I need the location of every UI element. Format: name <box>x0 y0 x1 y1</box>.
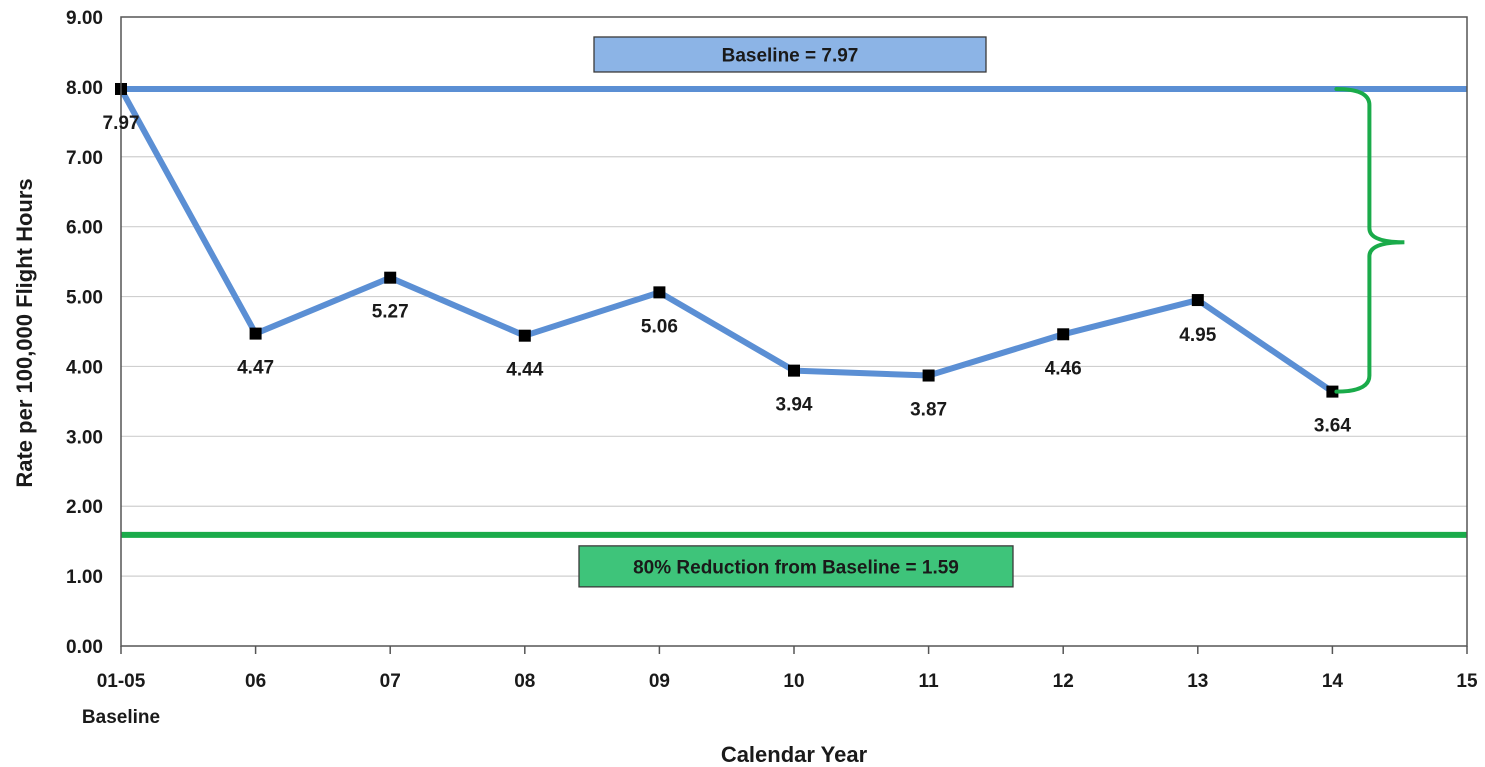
x-tick-label: 10 <box>783 671 804 692</box>
data-point <box>384 271 397 284</box>
y-tick-label: 0.00 <box>66 637 103 658</box>
y-tick-label: 1.00 <box>66 567 103 588</box>
data-label: 5.06 <box>641 316 678 337</box>
x-tick-label: 08 <box>514 671 535 692</box>
data-label: 3.64 <box>1314 416 1351 437</box>
y-axis-title: Rate per 100,000 Flight Hours <box>12 178 37 487</box>
reference-label: Baseline = 7.97 <box>722 45 859 66</box>
x-tick-label: 01-05 <box>97 671 146 692</box>
x-tick-label: 13 <box>1187 671 1208 692</box>
data-label: 4.47 <box>237 358 274 379</box>
x-tick-label: 12 <box>1053 671 1074 692</box>
data-point <box>1057 328 1070 341</box>
series-line <box>118 87 1335 395</box>
y-tick-label: 6.00 <box>66 218 103 239</box>
reference-label: 80% Reduction from Baseline = 1.59 <box>633 557 959 578</box>
data-point <box>1326 385 1339 398</box>
data-label: 7.97 <box>103 113 140 134</box>
x-tick-label: 14 <box>1322 671 1344 692</box>
y-tick-label: 4.00 <box>66 357 103 378</box>
reduction-brace <box>1334 86 1405 394</box>
data-point <box>1191 294 1204 307</box>
data-label: 5.27 <box>372 302 409 323</box>
data-labels: 7.97 4.47 5.27 4.44 5.06 3.94 3.87 4.46 4.95 3.64 <box>103 113 1352 437</box>
y-tick-label: 9.00 <box>66 8 103 29</box>
data-label: 4.44 <box>506 360 543 381</box>
data-point <box>788 364 800 377</box>
y-tick-label: 7.00 <box>66 148 103 169</box>
data-label: 3.87 <box>910 400 947 421</box>
y-tick-label: 3.00 <box>66 427 103 448</box>
data-point <box>249 327 262 340</box>
axes <box>120 16 1468 654</box>
x-tick-label: 07 <box>380 671 401 692</box>
x-tick-sublabel: Baseline <box>82 707 160 728</box>
gridlines <box>121 86 1467 577</box>
x-tick-label: 11 <box>919 671 940 692</box>
data-point <box>518 329 531 342</box>
data-label: 3.94 <box>776 395 813 416</box>
x-tick-label: 06 <box>245 671 266 692</box>
x-tick-label: 15 <box>1456 671 1478 692</box>
reference-lines <box>121 85 1467 538</box>
data-label: 4.95 <box>1179 325 1216 346</box>
data-point <box>922 369 935 382</box>
annotations: Baseline = 7.97 80% Reduction from Baseli… <box>578 36 1405 588</box>
reference-label-box <box>593 36 987 73</box>
x-tick-label: 09 <box>649 671 670 692</box>
y-tick-label: 5.00 <box>66 288 103 309</box>
data-label: 4.46 <box>1045 358 1082 379</box>
data-point <box>653 286 666 299</box>
tick-labels: 0.00 1.00 2.00 3.00 4.00 5.00 6.00 7.00 8.00 9.00… <box>66 8 1478 728</box>
reference-label-box <box>578 545 1014 588</box>
y-tick-label: 2.00 <box>66 497 103 518</box>
x-axis-title: Calendar Year <box>721 742 868 767</box>
series-rate <box>115 82 1339 398</box>
y-tick-label: 8.00 <box>66 78 103 99</box>
